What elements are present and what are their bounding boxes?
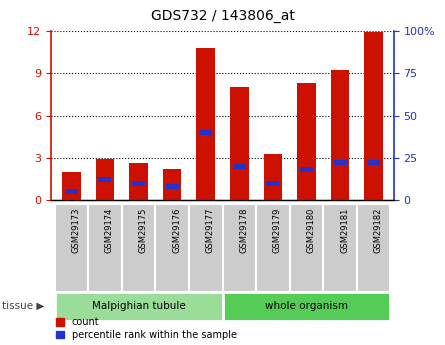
- Bar: [364, 32, 383, 200]
- Bar: [196, 48, 215, 200]
- Bar: [88, 204, 122, 292]
- Bar: [96, 159, 114, 200]
- Bar: [267, 181, 279, 186]
- Bar: [233, 164, 246, 169]
- Bar: [155, 204, 189, 292]
- Text: GSM29173: GSM29173: [71, 208, 81, 254]
- Bar: [55, 204, 88, 292]
- Bar: [263, 154, 282, 200]
- Bar: [163, 169, 182, 200]
- Bar: [256, 204, 290, 292]
- Text: GSM29179: GSM29179: [273, 208, 282, 253]
- Bar: [222, 204, 256, 292]
- Bar: [62, 172, 81, 200]
- Text: whole organism: whole organism: [265, 301, 348, 311]
- Text: GDS732 / 143806_at: GDS732 / 143806_at: [150, 9, 295, 22]
- Bar: [98, 177, 111, 182]
- Bar: [230, 87, 249, 200]
- Bar: [300, 167, 313, 172]
- Bar: [65, 189, 78, 194]
- Text: GSM29174: GSM29174: [105, 208, 114, 253]
- Legend: count, percentile rank within the sample: count, percentile rank within the sample: [56, 317, 237, 340]
- Text: Malpighian tubule: Malpighian tubule: [92, 301, 186, 311]
- Bar: [323, 204, 357, 292]
- Bar: [199, 130, 212, 135]
- Text: GSM29178: GSM29178: [239, 208, 248, 254]
- Text: GSM29181: GSM29181: [340, 208, 349, 253]
- Bar: [367, 160, 380, 165]
- Bar: [331, 70, 349, 200]
- Bar: [222, 292, 390, 321]
- Bar: [334, 160, 347, 165]
- Bar: [129, 164, 148, 200]
- Text: GSM29182: GSM29182: [374, 208, 383, 253]
- Bar: [122, 204, 155, 292]
- Text: GSM29175: GSM29175: [138, 208, 147, 253]
- Text: GSM29176: GSM29176: [172, 208, 181, 254]
- Bar: [55, 292, 222, 321]
- Bar: [132, 181, 145, 186]
- Text: GSM29177: GSM29177: [206, 208, 214, 254]
- Bar: [189, 204, 222, 292]
- Bar: [357, 204, 390, 292]
- Bar: [290, 204, 323, 292]
- Bar: [166, 184, 178, 189]
- Bar: [297, 83, 316, 200]
- Text: GSM29180: GSM29180: [307, 208, 316, 253]
- Text: tissue ▶: tissue ▶: [2, 301, 44, 311]
